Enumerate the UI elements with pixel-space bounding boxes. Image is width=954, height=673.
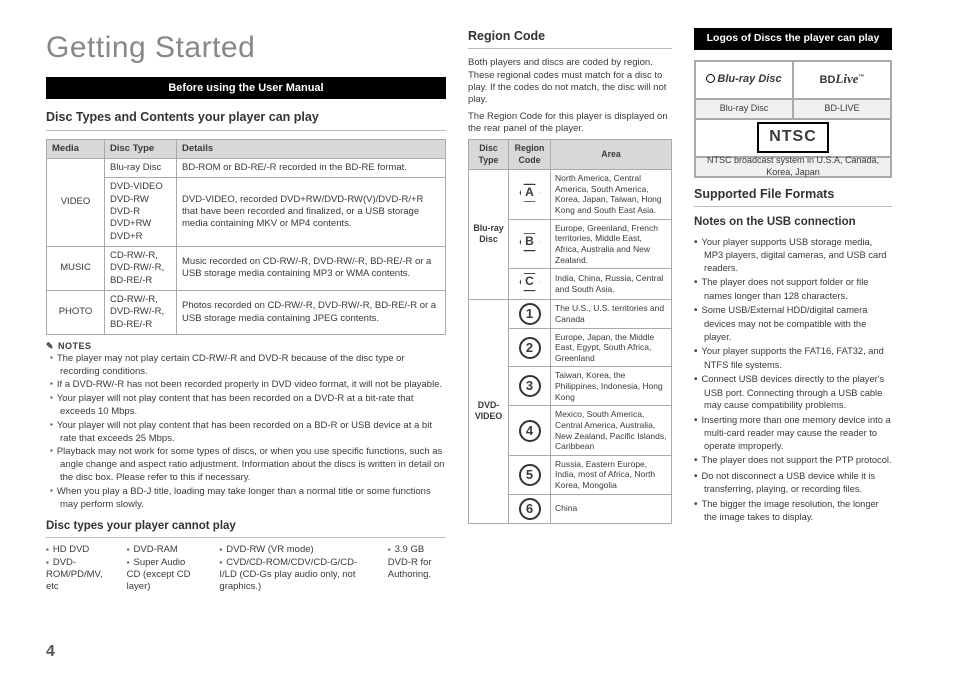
logo-label: BD-LIVE — [793, 99, 891, 119]
region-code-icon: 4 — [509, 406, 551, 456]
usb-note: Connect USB devices directly to the play… — [704, 373, 892, 412]
region-code-icon: A — [509, 170, 551, 220]
usb-note: The bigger the image resolution, the lon… — [704, 498, 892, 524]
region-code-icon: 2 — [509, 328, 551, 367]
usb-note: The player does not support folder or fi… — [704, 276, 892, 302]
column-right: Logos of Discs the player can play Blu-r… — [694, 28, 892, 594]
th-media: Media — [47, 139, 105, 158]
ntsc-desc: NTSC broadcast system in U.S.A, Canada, … — [695, 157, 891, 177]
region-code-icon: 6 — [509, 494, 551, 523]
table-disc-types: Media Disc Type Details VIDEO Blu-ray Di… — [46, 139, 446, 335]
usb-note: Some USB/External HDD/digital camera dev… — [704, 304, 892, 343]
cell-details: Music recorded on CD-RW/-R, DVD-RW/-R, B… — [177, 246, 446, 290]
note-item: The player may not play certain CD-RW/-R… — [60, 353, 446, 379]
usb-note: Inserting more than one memory device in… — [704, 414, 892, 453]
region-intro: Both players and discs are coded by regi… — [468, 57, 672, 106]
heading-usb-notes: Notes on the USB connection — [694, 215, 892, 230]
th: Region Code — [509, 140, 551, 170]
logo-grid: Blu-ray Disc BDLive™ Blu-ray Disc BD-LIV… — [694, 60, 892, 178]
cell-dtype: Blu-ray Disc — [105, 158, 177, 177]
region-code-icon: C — [509, 269, 551, 299]
page-number: 4 — [46, 642, 55, 663]
note-item: If a DVD-RW/-R has not been recorded pro… — [60, 379, 446, 392]
cell-dtype: CD-RW/-R, DVD-RW/-R, BD-RE/-R — [105, 246, 177, 290]
usb-notes-list: Your player supports USB storage media, … — [694, 236, 892, 524]
region-code-icon: B — [509, 219, 551, 269]
note-item: Playback may not work for some types of … — [60, 446, 446, 484]
notes-list: The player may not play certain CD-RW/-R… — [46, 353, 446, 512]
note-item: Your player will not play content that h… — [60, 420, 446, 446]
column-left: Getting Started Before using the User Ma… — [46, 28, 446, 594]
note-item: When you play a BD-J title, loading may … — [60, 486, 446, 512]
cell-details: BD-ROM or BD-RE/-R recorded in the BD-RE… — [177, 158, 446, 177]
usb-note: The player does not support the PTP prot… — [704, 454, 892, 468]
cell-bluray: Blu-ray Disc — [469, 170, 509, 299]
cell-dtype: DVD-VIDEO DVD-RW DVD-R DVD+RW DVD+R — [105, 178, 177, 247]
cell-media-video: VIDEO — [47, 158, 105, 246]
usb-note: Do not disconnect a USB device while it … — [704, 470, 892, 496]
pencil-icon: ✎ — [46, 341, 54, 353]
section-bar-logos: Logos of Discs the player can play — [694, 28, 892, 50]
note-item: Your player will not play content that h… — [60, 393, 446, 419]
region-code-icon: 5 — [509, 455, 551, 494]
column-middle: Region Code Both players and discs are c… — [468, 28, 672, 594]
bluray-logo-icon: Blu-ray Disc — [695, 61, 793, 99]
usb-note: Your player supports USB storage media, … — [704, 236, 892, 275]
section-bar-before-using: Before using the User Manual — [46, 77, 446, 99]
th-details: Details — [177, 139, 446, 158]
heading-cannot-play: Disc types your player cannot play — [46, 519, 446, 538]
usb-note: Your player supports the FAT16, FAT32, a… — [704, 345, 892, 371]
notes-header: ✎NOTES — [46, 341, 446, 353]
logo-label: Blu-ray Disc — [695, 99, 793, 119]
heading-supported-formats: Supported File Formats — [694, 186, 892, 207]
cell-media-photo: PHOTO — [47, 290, 105, 334]
region-code-icon: 3 — [509, 367, 551, 406]
th-disc-type: Disc Type — [105, 139, 177, 158]
cell-details: Photos recorded on CD-RW/-R, DVD-RW/-R, … — [177, 290, 446, 334]
cell-dvd: DVD-VIDEO — [469, 299, 509, 523]
ntsc-logo: NTSC — [695, 119, 891, 157]
heading-region-code: Region Code — [468, 28, 672, 49]
th: Disc Type — [469, 140, 509, 170]
cell-dtype: CD-RW/-R, DVD-RW/-R, BD-RE/-R — [105, 290, 177, 334]
heading-disc-types: Disc Types and Contents your player can … — [46, 109, 446, 130]
bdlive-logo-icon: BDLive™ — [793, 61, 891, 99]
table-region: Disc Type Region Code Area Blu-ray Disc … — [468, 139, 672, 523]
region-intro2: The Region Code for this player is displ… — [468, 111, 672, 136]
cell-details: DVD-VIDEO, recorded DVD+RW/DVD-RW(V)/DVD… — [177, 178, 446, 247]
cannot-play-lists: HD DVDDVD-ROM/PD/MV, etc DVD-RAMSuper Au… — [46, 544, 446, 593]
page-title: Getting Started — [46, 28, 446, 67]
cell-media-music: MUSIC — [47, 246, 105, 290]
th: Area — [551, 140, 672, 170]
region-code-icon: 1 — [509, 299, 551, 328]
